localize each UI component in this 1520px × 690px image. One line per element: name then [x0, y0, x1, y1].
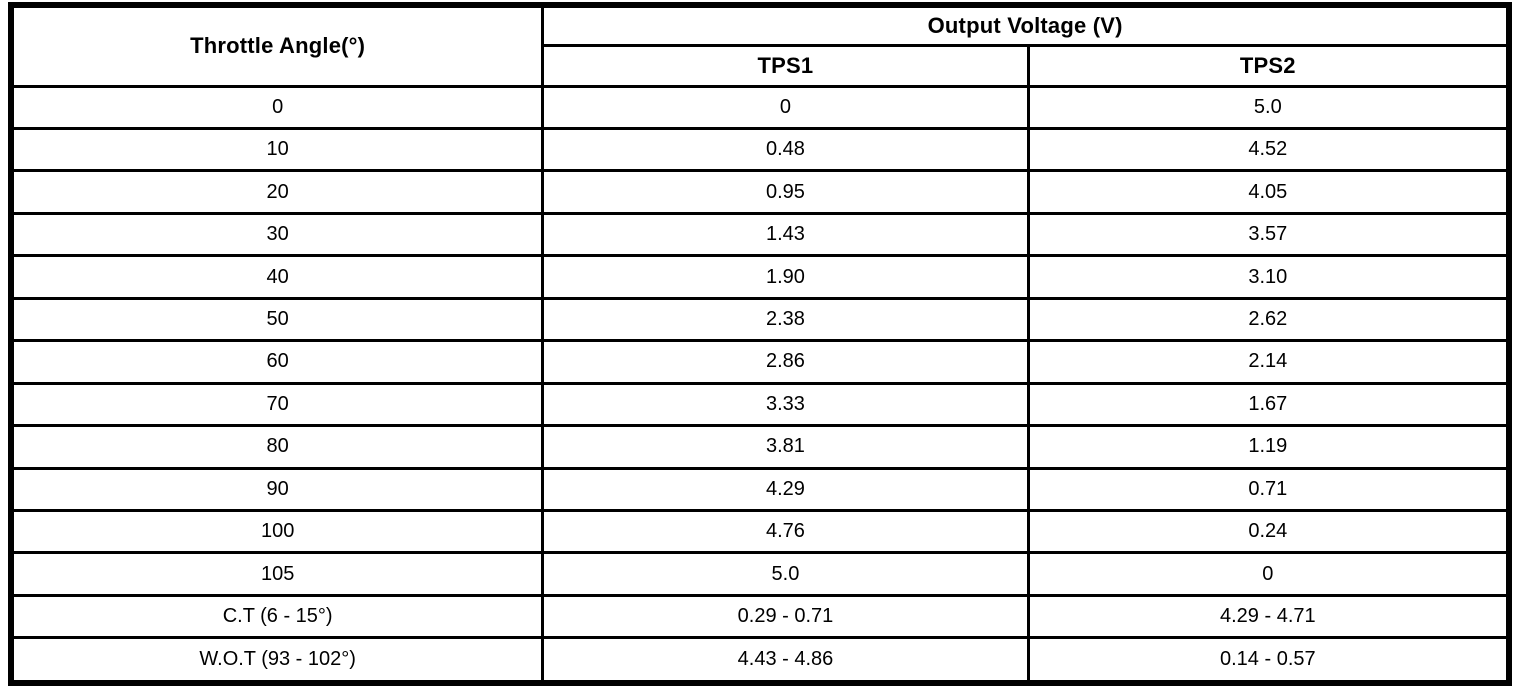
tps2-cell: 0.71 — [1026, 466, 1511, 513]
throttle-angle-cell: 30 — [9, 211, 545, 258]
tps1-cell: 4.43 - 4.86 — [541, 636, 1030, 685]
table-row: 60 2.86 2.14 — [9, 339, 1511, 385]
table-row: 100 4.76 0.24 — [9, 509, 1511, 555]
tps1-cell: 3.33 — [541, 381, 1030, 428]
table-row: 0 0 5.0 — [9, 84, 1511, 130]
tps1-cell: 2.86 — [541, 339, 1030, 385]
header-row-group: Throttle Angle(°) Output Voltage (V) — [9, 3, 1511, 88]
table-row: 90 4.29 0.71 — [9, 466, 1511, 513]
tps2-cell: 0.24 — [1026, 509, 1511, 555]
tps1-cell: 0.29 - 0.71 — [541, 593, 1030, 640]
throttle-angle-cell: W.O.T (93 - 102°) — [9, 636, 545, 685]
tps1-cell: 0.48 — [541, 126, 1030, 173]
tps2-cell: 2.14 — [1026, 339, 1511, 385]
tps2-cell: 4.52 — [1026, 126, 1511, 173]
throttle-angle-cell: 50 — [9, 296, 545, 343]
table-row: 30 1.43 3.57 — [9, 211, 1511, 258]
table-row: 20 0.95 4.05 — [9, 169, 1511, 215]
col-group-header-output-voltage: Output Voltage (V) — [541, 3, 1511, 47]
tps1-cell: 3.81 — [541, 424, 1030, 470]
throttle-angle-cell: 60 — [9, 339, 545, 385]
throttle-angle-cell: 80 — [9, 424, 545, 470]
throttle-angle-cell: C.T (6 - 15°) — [9, 593, 545, 640]
tps2-cell: 4.05 — [1026, 169, 1511, 215]
tps1-cell: 4.29 — [541, 466, 1030, 513]
table-row: 40 1.90 3.10 — [9, 254, 1511, 300]
tps1-cell: 1.90 — [541, 254, 1030, 300]
tps2-cell: 1.67 — [1026, 381, 1511, 428]
header-row-sub: TPS1 TPS2 — [11, 43, 1511, 88]
col-header-tps1: TPS1 — [541, 43, 1030, 88]
tps1-cell: 4.76 — [541, 509, 1030, 555]
throttle-angle-cell: 0 — [9, 84, 545, 130]
table-row: 10 0.48 4.52 — [9, 126, 1511, 173]
throttle-angle-cell: 20 — [9, 169, 545, 215]
throttle-angle-cell: 10 — [9, 126, 545, 173]
col-header-tps2: TPS2 — [1026, 43, 1511, 88]
tps1-cell: 0 — [541, 84, 1030, 130]
table-row-wide-open-throttle: W.O.T (93 - 102°) 4.43 - 4.86 0.14 - 0.5… — [9, 636, 1511, 685]
table-row: 80 3.81 1.19 — [9, 424, 1511, 470]
tps2-cell: 3.57 — [1026, 211, 1511, 258]
tps1-cell: 0.95 — [541, 169, 1030, 215]
col-header-throttle-angle: Throttle Angle(°) — [9, 3, 545, 88]
table-row: 50 2.38 2.62 — [9, 296, 1511, 343]
tps2-cell: 4.29 - 4.71 — [1026, 593, 1511, 640]
throttle-angle-cell: 100 — [9, 509, 545, 555]
throttle-angle-cell: 90 — [9, 466, 545, 513]
throttle-angle-cell: 40 — [9, 254, 545, 300]
tps1-cell: 2.38 — [541, 296, 1030, 343]
tps2-cell: 0 — [1026, 551, 1511, 597]
table-row-closed-throttle: C.T (6 - 15°) 0.29 - 0.71 4.29 - 4.71 — [9, 593, 1511, 640]
table-row: 70 3.33 1.67 — [9, 381, 1511, 428]
tps2-cell: 0.14 - 0.57 — [1026, 636, 1511, 685]
document-page: Throttle Angle(°) Output Voltage (V) TPS… — [8, 2, 1512, 686]
tps2-cell: 2.62 — [1026, 296, 1511, 343]
tps2-cell: 3.10 — [1026, 254, 1511, 300]
table-row: 105 5.0 0 — [9, 551, 1511, 597]
throttle-angle-cell: 105 — [9, 551, 545, 597]
tps2-cell: 5.0 — [1026, 84, 1511, 130]
tps-output-voltage-table: Throttle Angle(°) Output Voltage (V) TPS… — [8, 2, 1512, 686]
tps1-cell: 1.43 — [541, 211, 1030, 258]
tps1-cell: 5.0 — [541, 551, 1030, 597]
throttle-angle-cell: 70 — [9, 381, 545, 428]
tps2-cell: 1.19 — [1026, 424, 1511, 470]
